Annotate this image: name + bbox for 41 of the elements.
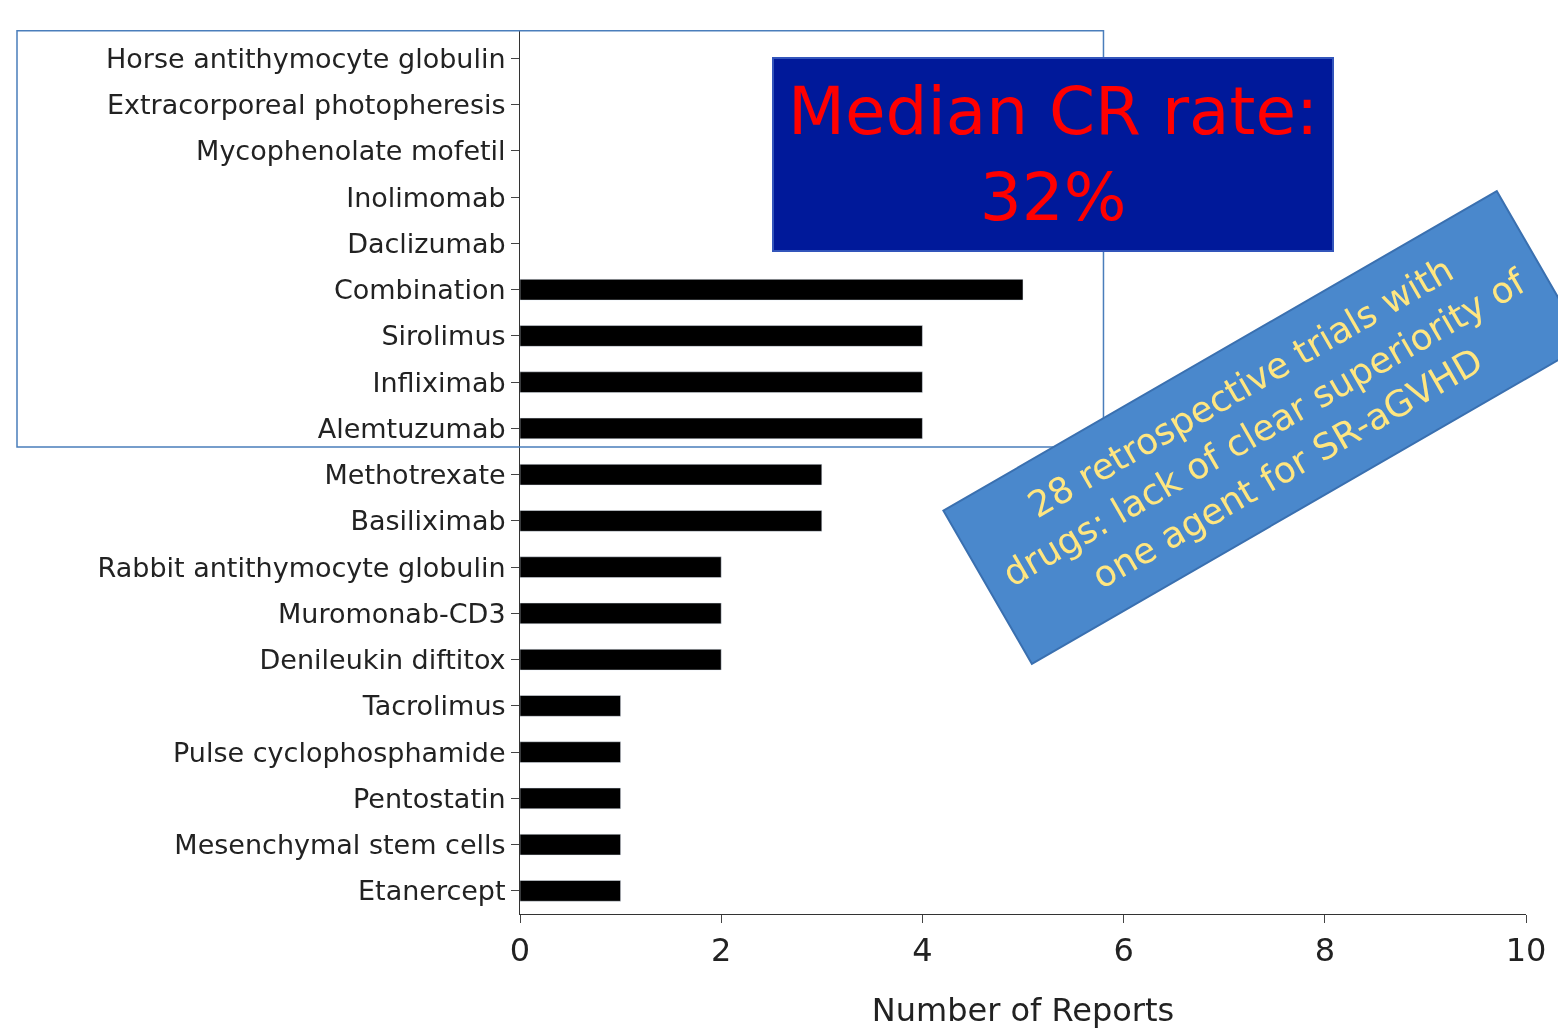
bar bbox=[520, 371, 923, 393]
y-tick-label: Mesenchymal stem cells bbox=[174, 829, 506, 861]
y-tick-label: Inolimomab bbox=[346, 181, 506, 213]
bar bbox=[520, 417, 923, 440]
x-axis-title: Number of Reports bbox=[871, 991, 1175, 1030]
x-tick-label: 2 bbox=[711, 931, 732, 970]
y-tick-label: Basiliximab bbox=[350, 505, 506, 537]
y-tick-label: Denileukin diftitox bbox=[259, 644, 506, 676]
y-tick-label: Sirolimus bbox=[381, 320, 506, 352]
bar bbox=[520, 695, 621, 717]
x-tick-label: 4 bbox=[912, 931, 933, 970]
y-tick-label: Mycophenolate mofetil bbox=[196, 135, 506, 167]
bar bbox=[520, 741, 621, 763]
y-tick-label: Combination bbox=[333, 274, 506, 306]
bar bbox=[520, 880, 621, 902]
bar bbox=[520, 556, 722, 578]
y-tick-label: Extracorporeal photopheresis bbox=[106, 89, 506, 121]
y-tick-label: Horse antithymocyte globulin bbox=[106, 42, 506, 74]
bar bbox=[520, 464, 823, 486]
x-tick-label: 0 bbox=[509, 931, 531, 970]
x-tick-label: 6 bbox=[1113, 931, 1134, 970]
y-tick-label: Infliximab bbox=[372, 366, 506, 398]
bar bbox=[520, 649, 722, 671]
bar bbox=[520, 787, 621, 810]
y-tick-label: Alemtuzumab bbox=[317, 412, 506, 444]
bar bbox=[520, 325, 923, 347]
y-tick-label: Pulse cyclophosphamide bbox=[173, 736, 506, 768]
bar bbox=[520, 602, 722, 625]
y-tick-label: Rabbit antithymocyte globulin bbox=[97, 551, 506, 583]
x-tick-label: 10 bbox=[1505, 931, 1547, 970]
bar bbox=[520, 833, 621, 856]
annotation: Median CR rate: 32% bbox=[788, 73, 1319, 236]
y-tick-label: Etanercept bbox=[357, 875, 506, 907]
y-tick-label: Methotrexate bbox=[324, 459, 506, 491]
y-tick-label: Pentostatin bbox=[353, 782, 506, 814]
bar bbox=[520, 279, 1024, 301]
bar bbox=[520, 510, 823, 532]
y-tick-label: Muromonab-CD3 bbox=[277, 597, 506, 629]
y-tick-label: Daclizumab bbox=[347, 227, 506, 259]
y-tick-label: Tacrolimus bbox=[361, 690, 506, 722]
x-tick-label: 8 bbox=[1314, 931, 1335, 970]
